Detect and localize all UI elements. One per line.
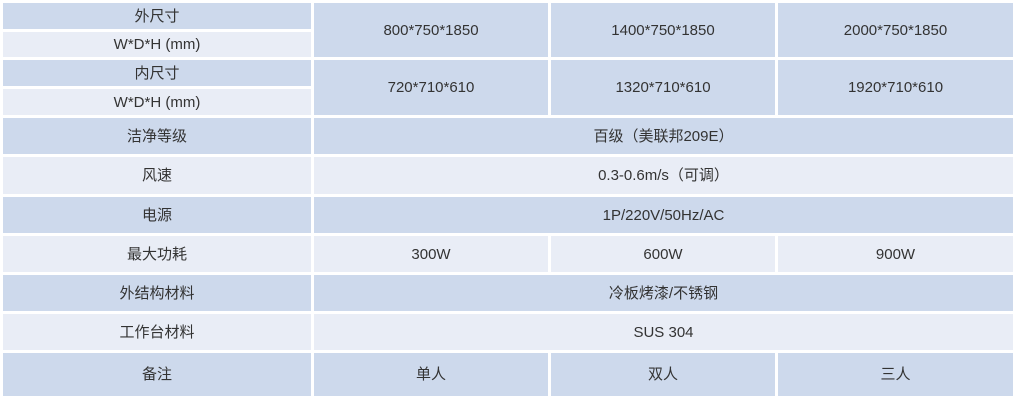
clean-class-value: 百级（美联邦209E） [314,118,1013,154]
max-power-model-1: 300W [314,236,548,272]
outer-material-value: 冷板烤漆/不锈钢 [314,275,1013,311]
outer-dim-model-1: 800*750*1850 [314,3,548,57]
remark-model-1: 单人 [314,353,548,396]
max-power-model-3: 900W [778,236,1013,272]
row-label-remark: 备注 [3,353,311,396]
worktop-material-value: SUS 304 [314,314,1013,350]
outer-dim-model-2: 1400*750*1850 [551,3,775,57]
inner-dim-model-2: 1320*710*610 [551,60,775,115]
row-label-outer-material: 外结构材料 [3,275,311,311]
row-label-outer-dim: 外尺寸 [3,3,311,29]
row-label-inner-dim-unit: W*D*H (mm) [3,89,311,115]
inner-dim-model-1: 720*710*610 [314,60,548,115]
row-label-worktop-material: 工作台材料 [3,314,311,350]
row-label-clean-class: 洁净等级 [3,118,311,154]
row-label-max-power: 最大功耗 [3,236,311,272]
power-supply-value: 1P/220V/50Hz/AC [314,197,1013,233]
row-label-outer-dim-unit: W*D*H (mm) [3,32,311,57]
row-label-inner-dim: 内尺寸 [3,60,311,86]
inner-dim-model-3: 1920*710*610 [778,60,1013,115]
max-power-model-2: 600W [551,236,775,272]
remark-model-2: 双人 [551,353,775,396]
remark-model-3: 三人 [778,353,1013,396]
air-speed-value: 0.3-0.6m/s（可调） [314,157,1013,194]
outer-dim-model-3: 2000*750*1850 [778,3,1013,57]
row-label-air-speed: 风速 [3,157,311,194]
row-label-power-supply: 电源 [3,197,311,233]
